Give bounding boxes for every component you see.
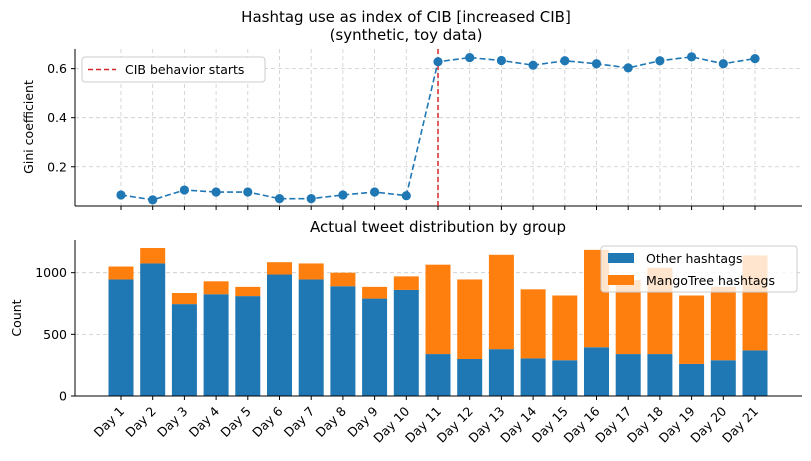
bar-mangotree-hashtags bbox=[362, 286, 388, 299]
gini-point bbox=[655, 56, 665, 66]
tweet-x-tick-label: Day 8 bbox=[313, 403, 350, 440]
bar-other-hashtags bbox=[362, 298, 388, 396]
tweet-y-label: Count bbox=[9, 299, 24, 336]
gini-y-tick-label: 0.6 bbox=[47, 61, 67, 76]
bar-other-hashtags bbox=[742, 350, 768, 396]
bar-mangotree-hashtags bbox=[108, 266, 134, 280]
gini-point bbox=[718, 59, 728, 69]
tweet-legend-label-other: Other hashtags bbox=[646, 251, 743, 266]
tweet-x-tick-label: Day 21 bbox=[719, 404, 761, 446]
tweet-legend-swatch-other bbox=[608, 253, 634, 263]
tweet-x-tick-label: Day 1 bbox=[91, 404, 127, 440]
bar-mangotree-hashtags bbox=[235, 286, 261, 297]
bar-mangotree-hashtags bbox=[140, 248, 166, 264]
gini-point bbox=[465, 52, 475, 63]
gini-title: Hashtag use as index of CIB [increased C… bbox=[241, 8, 571, 26]
gini-point bbox=[623, 63, 633, 73]
tweet-legend-swatch-mango bbox=[608, 275, 634, 285]
tweet-legend: Other hashtags MangoTree hashtags bbox=[600, 245, 798, 293]
gini-point bbox=[243, 187, 253, 197]
gini-x-ticks bbox=[120, 206, 756, 210]
tweet-legend-label-mango: MangoTree hashtags bbox=[646, 273, 775, 288]
bar-other-hashtags bbox=[298, 279, 324, 396]
bar-other-hashtags bbox=[171, 304, 197, 396]
tweet-panel: Actual tweet distribution by group 0 500 1… bbox=[9, 218, 802, 446]
bar-other-hashtags bbox=[235, 296, 261, 396]
bar-other-hashtags bbox=[267, 274, 292, 396]
tweet-x-tick-label: Day 3 bbox=[154, 404, 190, 440]
tweet-legend-box bbox=[600, 245, 798, 293]
gini-legend-box bbox=[81, 56, 266, 83]
tweet-bars bbox=[108, 248, 768, 396]
bar-mangotree-hashtags bbox=[520, 289, 546, 359]
bar-other-hashtags bbox=[203, 294, 229, 396]
bar-other-hashtags bbox=[552, 360, 578, 396]
gini-grid bbox=[75, 49, 802, 206]
bar-mangotree-hashtags bbox=[679, 295, 705, 364]
gini-point bbox=[591, 59, 602, 69]
gini-point bbox=[370, 187, 380, 197]
gini-point bbox=[306, 194, 316, 204]
tweet-y-tick-label: 0 bbox=[59, 389, 67, 404]
gini-point bbox=[179, 185, 189, 195]
gini-legend: CIB behavior starts bbox=[81, 56, 266, 83]
bar-mangotree-hashtags bbox=[171, 293, 197, 305]
tweet-x-tick-label: Day 5 bbox=[217, 404, 253, 440]
gini-y-label: Gini coefficient bbox=[21, 80, 36, 174]
tweet-x-tick-label: Day 7 bbox=[281, 404, 317, 440]
bar-other-hashtags bbox=[615, 354, 641, 396]
tweet-x-tick-label: Day 6 bbox=[249, 403, 286, 440]
bar-other-hashtags bbox=[330, 286, 356, 396]
tweet-y-ticks: 0 500 1000 bbox=[35, 265, 75, 404]
gini-point bbox=[274, 194, 285, 204]
tweet-x-tick-label: Day 2 bbox=[122, 404, 158, 440]
bar-other-hashtags bbox=[457, 359, 483, 396]
bar-other-hashtags bbox=[710, 360, 736, 396]
bar-other-hashtags bbox=[393, 289, 419, 396]
gini-point bbox=[560, 56, 570, 66]
gini-series-points bbox=[116, 52, 760, 205]
bar-other-hashtags bbox=[584, 347, 609, 396]
gini-point bbox=[401, 191, 411, 201]
gini-point bbox=[116, 190, 126, 200]
gini-point bbox=[750, 53, 760, 64]
gini-subtitle: (synthetic, toy data) bbox=[330, 26, 483, 44]
bar-mangotree-hashtags bbox=[710, 286, 736, 361]
bar-other-hashtags bbox=[140, 263, 166, 396]
bar-mangotree-hashtags bbox=[425, 264, 451, 355]
bar-mangotree-hashtags bbox=[393, 276, 419, 290]
bar-mangotree-hashtags bbox=[298, 263, 324, 280]
gini-point bbox=[338, 190, 348, 200]
bar-mangotree-hashtags bbox=[330, 272, 356, 287]
bar-other-hashtags bbox=[488, 349, 514, 396]
gini-point bbox=[211, 187, 221, 197]
tweet-y-tick-label: 500 bbox=[43, 327, 67, 342]
bar-other-hashtags bbox=[520, 358, 546, 396]
bar-other-hashtags bbox=[425, 354, 451, 396]
bar-mangotree-hashtags bbox=[457, 279, 483, 360]
tweet-y-tick-label: 1000 bbox=[35, 265, 67, 280]
gini-y-ticks: 0.2 0.4 0.6 bbox=[47, 61, 75, 174]
tweet-x-tick-label: Day 4 bbox=[186, 403, 223, 440]
gini-y-tick-label: 0.4 bbox=[47, 110, 67, 125]
bar-mangotree-hashtags bbox=[552, 295, 578, 361]
bar-other-hashtags bbox=[108, 279, 134, 396]
bar-mangotree-hashtags bbox=[203, 281, 229, 295]
bar-other-hashtags bbox=[679, 363, 705, 396]
gini-point bbox=[528, 60, 538, 70]
gini-panel: Hashtag use as index of CIB [increased C… bbox=[21, 8, 802, 210]
gini-point bbox=[687, 52, 697, 62]
bar-other-hashtags bbox=[647, 354, 673, 396]
gini-legend-label: CIB behavior starts bbox=[125, 62, 244, 77]
gini-point bbox=[496, 55, 506, 66]
bar-mangotree-hashtags bbox=[488, 254, 514, 350]
gini-point bbox=[433, 57, 443, 67]
gini-point bbox=[148, 195, 158, 205]
bar-mangotree-hashtags bbox=[267, 262, 292, 275]
tweet-title: Actual tweet distribution by group bbox=[310, 218, 566, 236]
gini-y-tick-label: 0.2 bbox=[47, 159, 67, 174]
